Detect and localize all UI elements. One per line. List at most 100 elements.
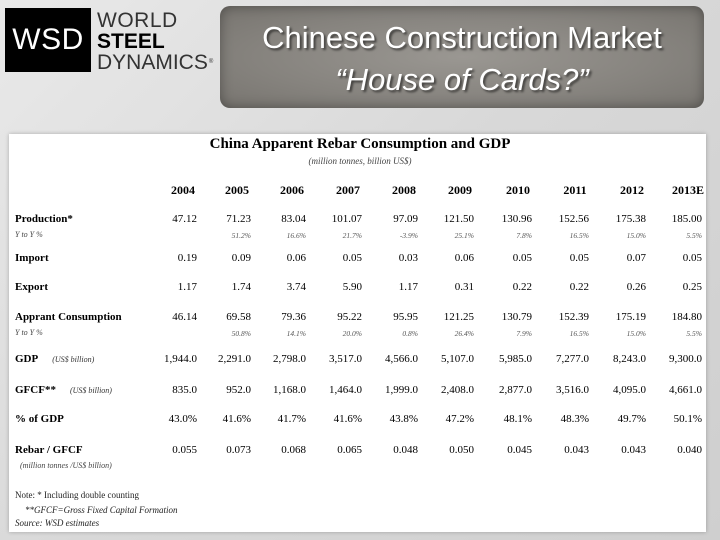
table-panel bbox=[9, 134, 706, 532]
year-header-2008: 2008 bbox=[392, 183, 416, 197]
table-cell: 41.7% bbox=[277, 413, 306, 425]
table-cell: 3.74 bbox=[286, 281, 306, 293]
row-label: Export bbox=[15, 281, 48, 293]
table-cell: 2,877.0 bbox=[499, 384, 532, 396]
slide-subtitle: “House of Cards?” bbox=[335, 62, 589, 97]
table-subcell: 25.1% bbox=[454, 231, 474, 240]
table-cell: 0.07 bbox=[626, 252, 646, 264]
table-subcell: 16.6% bbox=[286, 231, 306, 240]
table-subcell: 16.5% bbox=[569, 231, 589, 240]
table-cell: 97.09 bbox=[393, 213, 418, 225]
row-sub-label: Y to Y % bbox=[15, 230, 43, 239]
table-subcell: 26.4% bbox=[454, 329, 474, 338]
table-subcell: 5.5% bbox=[686, 329, 702, 338]
row-label: GFCF** (US$ billion) bbox=[15, 384, 112, 396]
table-cell: 9,300.0 bbox=[669, 353, 702, 365]
table-cell: 4,095.0 bbox=[613, 384, 646, 396]
table-cell: 101.07 bbox=[331, 213, 362, 225]
table-subcell: 14.1% bbox=[286, 329, 306, 338]
table-cell: 3,516.0 bbox=[556, 384, 589, 396]
table-cell: 69.58 bbox=[226, 311, 251, 323]
row-label-text: % of GDP bbox=[15, 413, 64, 425]
table-cell: 0.05 bbox=[569, 252, 589, 264]
table-cell: 0.19 bbox=[177, 252, 197, 264]
table-cell: 0.05 bbox=[342, 252, 362, 264]
table-cell: 835.0 bbox=[172, 384, 197, 396]
table-cell: 41.6% bbox=[333, 413, 362, 425]
table-cell: 5,985.0 bbox=[499, 353, 532, 365]
row-label-text: GDP bbox=[15, 353, 39, 365]
table-cell: 0.25 bbox=[682, 281, 702, 293]
table-cell: 0.26 bbox=[626, 281, 646, 293]
table-cell: 952.0 bbox=[226, 384, 251, 396]
table-subcell: 5.5% bbox=[686, 231, 702, 240]
table-subcell: 16.5% bbox=[569, 329, 589, 338]
table-subcell: 21.7% bbox=[342, 231, 362, 240]
year-header-2004: 2004 bbox=[171, 183, 195, 197]
wsd-logo: WSD WORLD STEEL DYNAMICS® bbox=[5, 8, 213, 76]
year-header-2011: 2011 bbox=[563, 183, 587, 197]
table-cell: 47.2% bbox=[445, 413, 474, 425]
year-header-2009: 2009 bbox=[448, 183, 472, 197]
year-header-2010: 2010 bbox=[506, 183, 530, 197]
row-label-text: Rebar / GFCF bbox=[15, 444, 83, 456]
table-cell: 2,798.0 bbox=[273, 353, 306, 365]
row-label-text: GFCF** bbox=[15, 384, 56, 396]
row-unit: (US$ billion) bbox=[69, 386, 112, 395]
table-cell: 0.055 bbox=[172, 444, 197, 456]
logo-line-dynamics: DYNAMICS® bbox=[97, 52, 213, 73]
table-cell: 0.048 bbox=[393, 444, 418, 456]
table-cell: 0.043 bbox=[564, 444, 589, 456]
year-header-2006: 2006 bbox=[280, 183, 304, 197]
table-cell: 49.7% bbox=[617, 413, 646, 425]
table-cell: 46.14 bbox=[172, 311, 197, 323]
table-cell: 7,277.0 bbox=[556, 353, 589, 365]
table-cell: 8,243.0 bbox=[613, 353, 646, 365]
table-cell: 50.1% bbox=[673, 413, 702, 425]
table-cell: 5,107.0 bbox=[441, 353, 474, 365]
table-title: China Apparent Rebar Consumption and GDP bbox=[209, 136, 511, 152]
row-sub-label: (million tonnes /US$ billion) bbox=[20, 461, 112, 470]
table-subcell: 50.8% bbox=[231, 329, 251, 338]
table-cell: 47.12 bbox=[172, 213, 197, 225]
note-gfcf: **GFCF=Gross Fixed Capital Formation bbox=[25, 505, 178, 515]
table-cell: 0.073 bbox=[226, 444, 251, 456]
year-header-2013E: 2013E bbox=[671, 183, 704, 197]
row-label: Import bbox=[15, 252, 49, 264]
table-subcell: 51.2% bbox=[231, 231, 251, 240]
logo-wordmark: WORLD STEEL DYNAMICS® bbox=[97, 10, 213, 73]
table-cell: 43.0% bbox=[168, 413, 197, 425]
table-cell: 43.8% bbox=[389, 413, 418, 425]
table-cell: 5.90 bbox=[342, 281, 362, 293]
note-source: Source: WSD estimates bbox=[15, 518, 100, 528]
row-label: Rebar / GFCF bbox=[15, 444, 83, 456]
table-subtitle: (million tonnes, billion US$) bbox=[308, 156, 412, 166]
table-cell: 48.1% bbox=[503, 413, 532, 425]
year-header-2005: 2005 bbox=[225, 183, 249, 197]
table-cell: 0.31 bbox=[454, 281, 474, 293]
logo-trademark: ® bbox=[208, 59, 214, 65]
table-subcell: 7.9% bbox=[516, 329, 532, 338]
table-subcell: 15.0% bbox=[626, 329, 646, 338]
table-cell: 1.17 bbox=[398, 281, 418, 293]
table-cell: 185.00 bbox=[671, 213, 702, 225]
table-cell: 1,944.0 bbox=[164, 353, 197, 365]
table-cell: 79.36 bbox=[281, 311, 306, 323]
table-cell: 48.3% bbox=[560, 413, 589, 425]
table-cell: 0.045 bbox=[507, 444, 532, 456]
table-cell: 184.80 bbox=[671, 311, 702, 323]
row-label: GDP (US$ billion) bbox=[15, 353, 94, 365]
row-label-text: Import bbox=[15, 252, 49, 264]
year-header-2012: 2012 bbox=[620, 183, 644, 197]
table-cell: 121.50 bbox=[443, 213, 474, 225]
year-header-2007: 2007 bbox=[336, 183, 360, 197]
table-cell: 3,517.0 bbox=[329, 353, 362, 365]
logo-abbr: WSD bbox=[5, 8, 91, 72]
table-cell: 0.03 bbox=[398, 252, 418, 264]
table-subcell: 0.8% bbox=[402, 329, 418, 338]
logo-dynamics-text: DYNAMICS bbox=[97, 51, 208, 74]
table-cell: 0.22 bbox=[569, 281, 589, 293]
table-cell: 0.043 bbox=[621, 444, 646, 456]
table-cell: 83.04 bbox=[281, 213, 306, 225]
table-cell: 152.39 bbox=[558, 311, 589, 323]
